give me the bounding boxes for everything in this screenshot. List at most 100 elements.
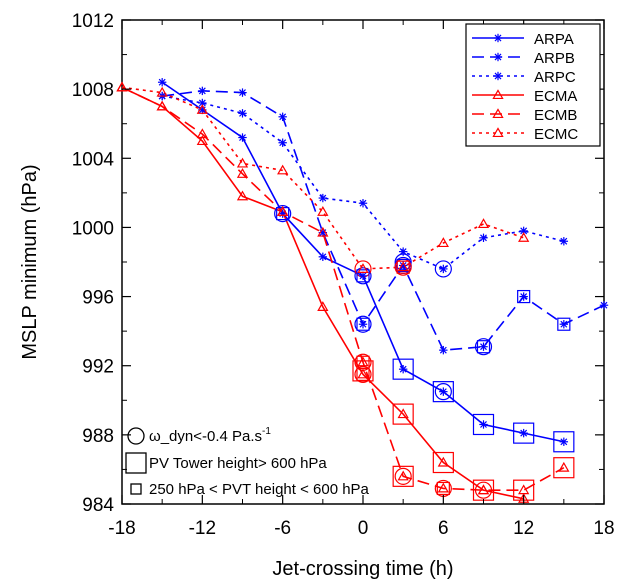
- pv-tower-high-square: [513, 422, 535, 444]
- pv-tower-high-square: [553, 457, 575, 479]
- x-tick-label: 18: [593, 518, 614, 539]
- data-point-ecmc: [156, 86, 168, 97]
- marker-legend-superscript: -1: [262, 426, 271, 437]
- data-point-ecmc: [317, 206, 329, 216]
- y-tick-label: 992: [82, 357, 114, 378]
- data-point-arpa-stroke-3: [359, 272, 367, 280]
- y-tick-label: 984: [82, 495, 114, 516]
- series-line-ecmb: [121, 86, 565, 491]
- data-point-arpb-stroke-3: [480, 343, 487, 351]
- data-point-ecma: [236, 190, 249, 201]
- data-point-arpc: [439, 264, 448, 274]
- omega-circle-marker: [434, 260, 452, 278]
- legend-marker-ecmb: [492, 108, 504, 119]
- data-point-arpc-stroke-3: [359, 199, 367, 207]
- legend-marker-arpa: [493, 33, 503, 43]
- x-tick-label: 12: [513, 518, 534, 539]
- data-point-arpc: [238, 109, 247, 118]
- data-point-ecmb: [357, 356, 369, 367]
- series-line-ecma: [121, 86, 524, 500]
- y-tick-label: 1012: [72, 11, 114, 32]
- pv-tower-mid-square: [356, 355, 370, 369]
- legend-marker-arpb: [493, 52, 503, 62]
- legend-label-ecma: ECMA: [534, 88, 577, 105]
- pv-tower-mid-square: [436, 481, 450, 496]
- pv-tower-mid-square: [396, 260, 410, 274]
- data-point-arpa: [398, 364, 408, 374]
- x-tick-label: 6: [438, 518, 449, 539]
- data-point-arpa-stroke-3: [480, 421, 487, 428]
- data-point-ecmc: [116, 81, 128, 92]
- legend-marker-arpc-stroke-3: [494, 72, 502, 80]
- data-point-arpc: [559, 237, 569, 246]
- y-tick-label: 1008: [72, 80, 114, 101]
- omega-circle-marker: [354, 365, 372, 383]
- y-tick-label: 1004: [72, 149, 115, 170]
- data-point-arpa: [519, 428, 528, 438]
- omega-circle-marker: [354, 315, 372, 333]
- series-line-ecmc: [121, 86, 524, 270]
- data-point-ecmc: [357, 263, 369, 273]
- data-point-arpa-stroke-3: [158, 78, 166, 86]
- pv-tower-mid-square: [476, 340, 491, 354]
- legend-marker-ecmc: [492, 127, 504, 138]
- omega-circle-marker: [394, 467, 412, 485]
- data-point-ecmc: [477, 218, 490, 229]
- y-axis-label: MSLP minimum (hPa): [19, 164, 41, 359]
- data-point-arpb: [238, 88, 247, 97]
- data-point-ecmb: [437, 482, 449, 493]
- pv-tower-mid-square: [356, 269, 370, 283]
- marker-legend-big-square-icon: [125, 452, 147, 474]
- data-point-arpa: [358, 271, 368, 281]
- legend-marker-arpc: [493, 71, 503, 81]
- data-point-arpc-stroke-3: [279, 139, 287, 147]
- x-tick-label: -6: [274, 518, 291, 539]
- marker-legend-label: ω_dyn<-0.4 Pa.s-1: [149, 426, 271, 445]
- data-point-ecma: [317, 301, 329, 311]
- data-point-arpb: [559, 320, 569, 329]
- legend-label-arpc: ARPC: [534, 69, 576, 86]
- y-tick-label: 996: [82, 288, 114, 309]
- data-point-arpb-stroke-3: [359, 320, 367, 328]
- legend-label-ecmb: ECMB: [534, 107, 577, 124]
- data-point-ecma: [397, 408, 409, 419]
- data-point-arpb-stroke-3: [560, 320, 568, 328]
- series-markers: [116, 78, 609, 503]
- pv-tower-high-square: [472, 413, 495, 436]
- omega-circle-marker: [474, 338, 493, 356]
- data-point-arpb-stroke-3: [198, 87, 206, 95]
- x-tick-label: 0: [358, 518, 369, 539]
- pv-tower-high-square: [432, 451, 454, 474]
- data-point-ecmb: [558, 461, 570, 472]
- data-point-arpc-stroke-3: [560, 237, 568, 245]
- data-point-arpb-stroke-3: [600, 301, 608, 309]
- data-point-arpc-stroke-3: [399, 248, 407, 256]
- data-point-arpa-stroke-3: [399, 365, 407, 373]
- pv-tower-high-square: [392, 403, 414, 425]
- data-point-arpb-stroke-3: [239, 89, 246, 97]
- data-point-arpc: [318, 193, 328, 203]
- legend-marker-ecma: [492, 89, 504, 100]
- marker-legend-label: 250 hPa < PVT height < 600 hPa: [149, 481, 370, 498]
- axes: -18 -12 -6 0 6 12 18 984 988 992 996 1000 1004 1008 10…: [72, 11, 615, 539]
- data-point-arpb: [198, 86, 207, 96]
- data-point-ecmb: [397, 470, 409, 481]
- data-point-arpa: [479, 420, 488, 429]
- legend-label-arpb: ARPB: [534, 50, 575, 67]
- data-point-arpc: [278, 138, 287, 147]
- data-point-ecma: [437, 456, 449, 467]
- data-point-arpc-stroke-3: [319, 194, 327, 202]
- data-point-arpc: [358, 199, 368, 208]
- data-point-arpb-stroke-3: [439, 346, 447, 354]
- data-point-arpb: [439, 345, 448, 355]
- x-tick-label: -18: [108, 518, 135, 539]
- data-point-arpa: [238, 133, 247, 142]
- series-legend: ARPA ARPB ARPC ECMA ECMB ECMC: [465, 23, 601, 147]
- data-point-arpc-stroke-3: [480, 234, 487, 242]
- pv-tower-high-square: [432, 381, 454, 403]
- marker-legend-label: PV Tower height> 600 hPa: [149, 455, 327, 472]
- data-point-arpc-stroke-3: [439, 265, 447, 273]
- data-point-ecmb: [518, 484, 530, 495]
